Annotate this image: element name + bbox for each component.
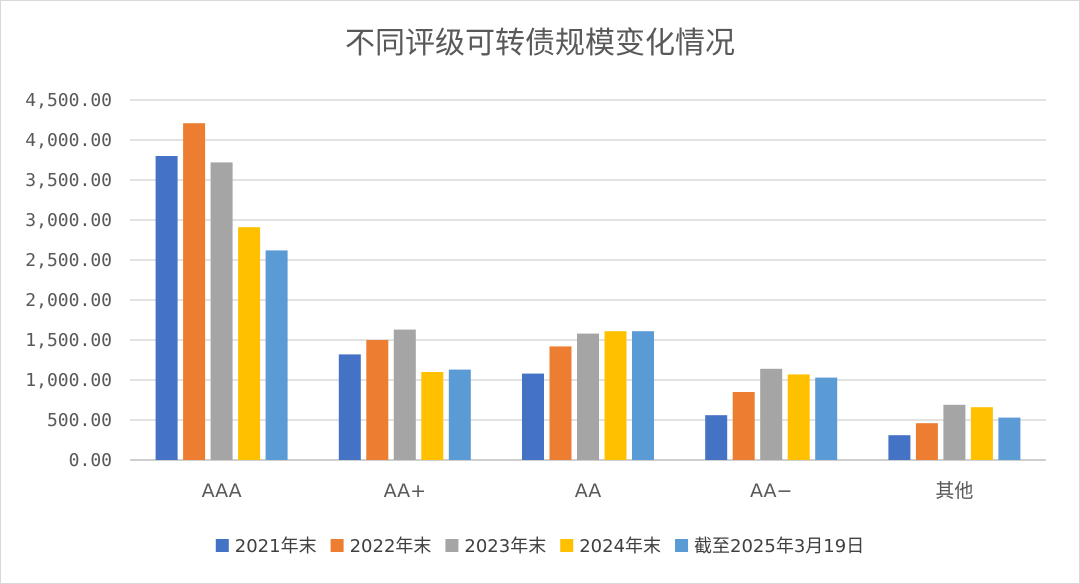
y-tick-label: 2,500.00: [25, 250, 112, 271]
y-tick-label: 1,000.00: [25, 370, 112, 391]
bar: [393, 329, 416, 460]
y-tick-label: 500.00: [47, 410, 112, 431]
y-tick-label: 4,000.00: [25, 130, 112, 151]
legend-label: 截至2025年3月19日: [694, 536, 864, 557]
bar: [183, 123, 206, 460]
bar: [970, 407, 993, 460]
bar: [155, 156, 178, 460]
legend-label: 2021年末: [235, 536, 317, 557]
y-tick-label: 4,500.00: [25, 90, 112, 111]
bar: [577, 333, 599, 460]
bars: [155, 123, 1021, 460]
bar: [632, 331, 654, 460]
bar: [238, 227, 261, 460]
bar: [732, 392, 755, 460]
bar: [815, 377, 838, 460]
chart-title: 不同评级可转债规模变化情况: [345, 26, 735, 61]
y-tick-label: 2,000.00: [25, 290, 112, 311]
legend-swatch: [675, 539, 689, 552]
y-tick-label: 3,000.00: [25, 210, 112, 231]
legend-swatch: [215, 539, 229, 552]
bar: [549, 346, 572, 460]
bar: [705, 415, 728, 460]
legend-label: 2023年末: [464, 536, 546, 557]
legend-label: 2024年末: [579, 536, 661, 557]
legend-swatch: [445, 539, 459, 552]
bar: [943, 404, 966, 460]
bar: [522, 373, 544, 460]
bar: [915, 423, 938, 460]
y-tick-label: 3,500.00: [25, 170, 112, 191]
x-category-label: AAA: [202, 480, 242, 502]
bar: [366, 340, 389, 460]
y-tick-label: 0.00: [69, 450, 112, 471]
bar: [210, 162, 233, 460]
bar: [888, 435, 911, 460]
legend: 2021年末 2022年末 2023年末 2024年末 截至2025年3月19日: [215, 536, 864, 557]
legend-swatch: [330, 539, 344, 552]
x-category-label: 其他: [935, 480, 973, 502]
x-category-label: AA+: [384, 480, 426, 502]
y-axis-ticks: 0.00 500.00 1,000.00 1,500.00 2,000.00 2,500.…: [25, 90, 112, 471]
bar: [265, 250, 288, 460]
bar: [787, 374, 810, 460]
x-axis-categories: AAA AA+ AA AA− 其他: [202, 480, 974, 502]
y-tick-label: 1,500.00: [25, 330, 112, 351]
bar: [421, 372, 444, 460]
bar: [998, 417, 1021, 460]
legend-label: 2022年末: [350, 536, 432, 557]
bar: [338, 354, 361, 460]
bar: [604, 331, 627, 460]
x-category-label: AA−: [750, 480, 792, 502]
bar: [448, 369, 471, 460]
bar: [760, 368, 783, 460]
legend-swatch: [560, 539, 574, 552]
x-category-label: AA: [575, 480, 602, 502]
